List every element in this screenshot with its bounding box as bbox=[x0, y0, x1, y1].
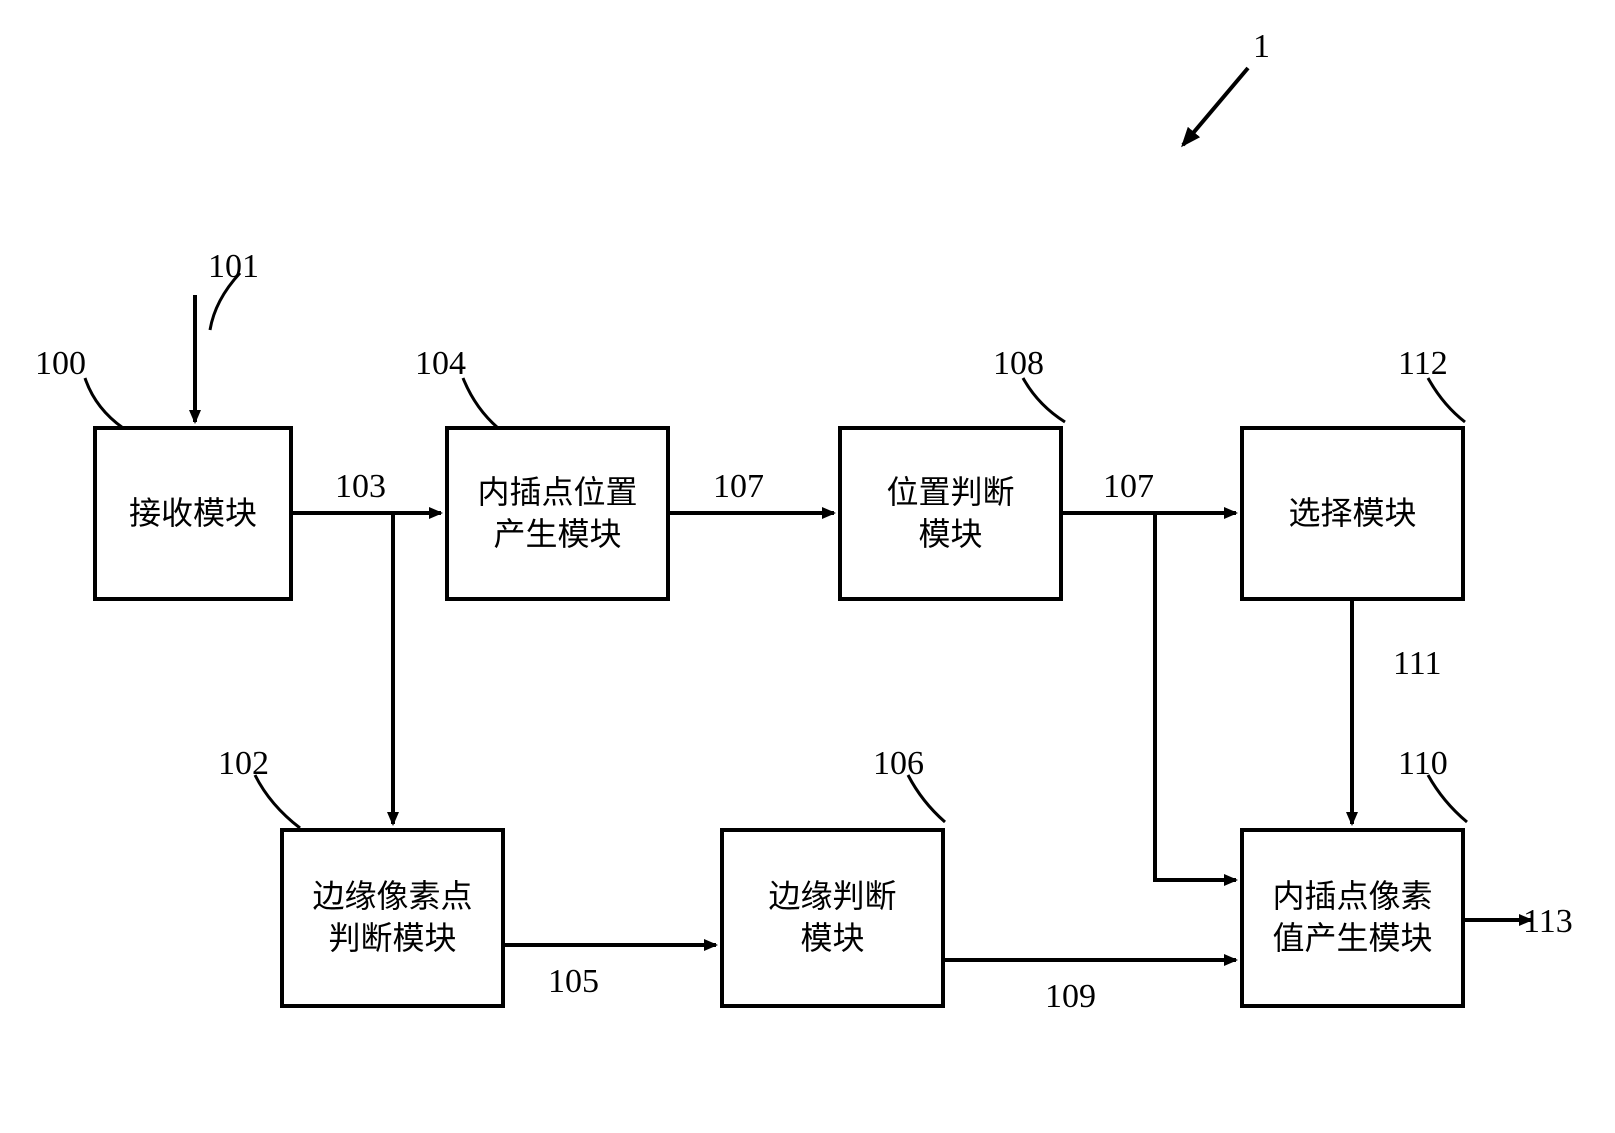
ref-100: 100 bbox=[35, 345, 86, 383]
ref-108: 108 bbox=[993, 345, 1044, 383]
node-104: 内插点位置产生模块 bbox=[445, 426, 670, 601]
node-112-label: 选择模块 bbox=[1288, 493, 1416, 535]
node-100-label: 接收模块 bbox=[129, 493, 257, 535]
leader-104 bbox=[463, 378, 498, 428]
leader-1 bbox=[1183, 68, 1248, 145]
ref-103: 103 bbox=[335, 468, 386, 506]
ref-110: 110 bbox=[1398, 745, 1448, 783]
ref-109: 109 bbox=[1045, 978, 1096, 1016]
node-110: 内插点像素值产生模块 bbox=[1240, 828, 1465, 1008]
node-106: 边缘判断模块 bbox=[720, 828, 945, 1008]
ref-104: 104 bbox=[415, 345, 466, 383]
ref-112: 112 bbox=[1398, 345, 1448, 383]
node-110-label: 内插点像素值产生模块 bbox=[1272, 876, 1432, 959]
ref-1: 1 bbox=[1253, 28, 1270, 66]
ref-107b: 107 bbox=[1103, 468, 1154, 506]
node-102-label: 边缘像素点判断模块 bbox=[312, 876, 472, 959]
edge-n108branch-n110 bbox=[1155, 513, 1236, 880]
node-102: 边缘像素点判断模块 bbox=[280, 828, 505, 1008]
ref-111: 111 bbox=[1393, 645, 1441, 683]
ref-101: 101 bbox=[208, 248, 259, 286]
ref-106: 106 bbox=[873, 745, 924, 783]
node-106-label: 边缘判断模块 bbox=[768, 876, 896, 959]
node-100: 接收模块 bbox=[93, 426, 293, 601]
leader-112 bbox=[1428, 378, 1465, 422]
leader-108 bbox=[1023, 378, 1065, 422]
node-112: 选择模块 bbox=[1240, 426, 1465, 601]
leader-100 bbox=[85, 378, 123, 428]
ref-107a: 107 bbox=[713, 468, 764, 506]
node-104-label: 内插点位置产生模块 bbox=[477, 472, 637, 555]
ref-113: 113 bbox=[1523, 903, 1573, 941]
node-108-label: 位置判断模块 bbox=[886, 472, 1014, 555]
block-diagram: 接收模块 内插点位置产生模块 位置判断模块 选择模块 边缘像素点判断模块 边缘判… bbox=[0, 0, 1615, 1133]
ref-102: 102 bbox=[218, 745, 269, 783]
node-108: 位置判断模块 bbox=[838, 426, 1063, 601]
ref-105: 105 bbox=[548, 963, 599, 1001]
